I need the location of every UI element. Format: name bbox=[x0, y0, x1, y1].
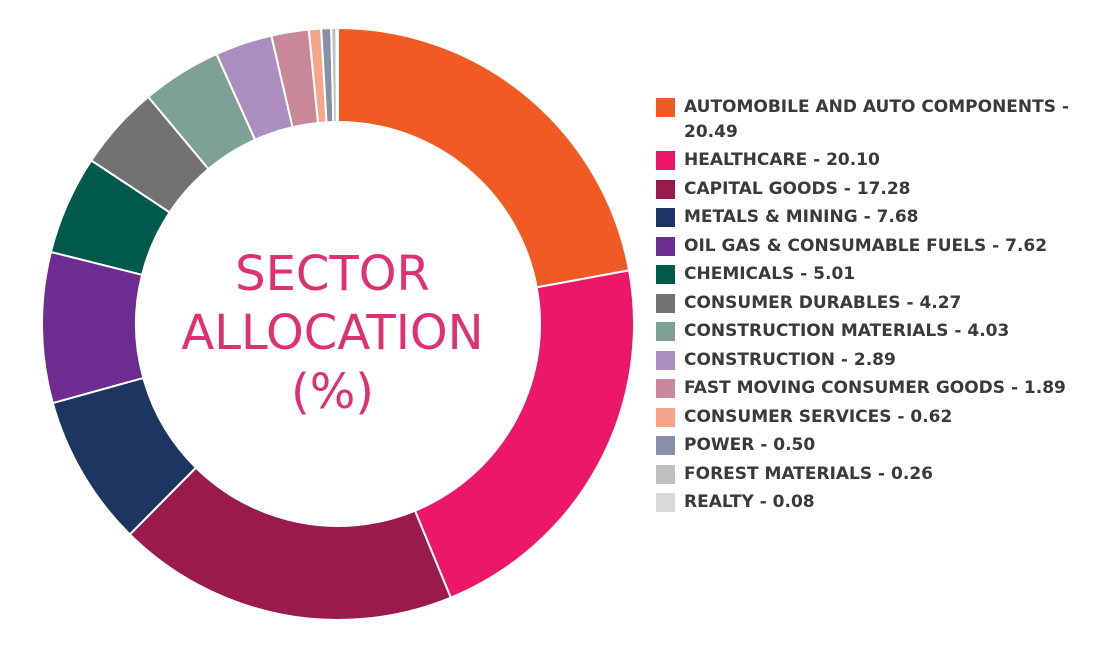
legend-label-7: CONSUMER DURABLES - 4.27 bbox=[684, 292, 962, 313]
legend-item-4: METALS & MINING - 7.68 bbox=[656, 205, 1096, 230]
legend-item-2: HEALTHCARE - 20.10 bbox=[656, 148, 1096, 173]
legend-item-8: CONSTRUCTION MATERIALS - 4.03 bbox=[656, 319, 1096, 344]
legend-swatch-13 bbox=[656, 464, 675, 484]
donut-slice-1 bbox=[337, 26, 631, 289]
legend-label-14: REALTY - 0.08 bbox=[684, 492, 815, 512]
legend-item-10: FAST MOVING CONSUMER GOODS - 1.89 bbox=[656, 376, 1096, 401]
legend-swatch-5 bbox=[656, 236, 675, 256]
legend-label-8: CONSTRUCTION MATERIALS - 4.03 bbox=[684, 321, 1010, 341]
legend-label-13: FOREST MATERIALS - 0.26 bbox=[684, 463, 933, 484]
legend-item-13: FOREST MATERIALS - 0.26 bbox=[656, 462, 1096, 487]
donut-slice-3 bbox=[128, 466, 453, 621]
legend-label-9: CONSTRUCTION - 2.89 bbox=[684, 349, 896, 370]
legend-label-10: FAST MOVING CONSUMER GOODS - 1.89 bbox=[684, 378, 1066, 398]
chart-title-line-1: SECTOR bbox=[235, 246, 430, 302]
chart-title: SECTOR ALLOCATION (%) bbox=[120, 245, 545, 422]
legend-swatch-2 bbox=[656, 151, 675, 170]
legend-item-3: CAPITAL GOODS - 17.28 bbox=[656, 177, 1096, 202]
legend-item-1: AUTOMOBILE AND AUTO COMPONENTS - 20.49 bbox=[656, 95, 1096, 144]
legend-label-6: CHEMICALS - 5.01 bbox=[684, 264, 856, 284]
legend-label-2: HEALTHCARE - 20.10 bbox=[684, 150, 880, 170]
donut-chart: SECTOR ALLOCATION (%) bbox=[41, 26, 635, 621]
legend-swatch-9 bbox=[656, 350, 675, 370]
legend-swatch-6 bbox=[656, 265, 675, 284]
donut-slice-2 bbox=[413, 269, 635, 599]
legend-label-1: AUTOMOBILE AND AUTO COMPONENTS - 20.49 bbox=[684, 97, 1069, 142]
legend-label-5: OIL GAS & CONSUMABLE FUELS - 7.62 bbox=[684, 235, 1048, 256]
legend-item-14: REALTY - 0.08 bbox=[656, 490, 1096, 515]
chart-legend: AUTOMOBILE AND AUTO COMPONENTS - 20.49 HE… bbox=[656, 95, 1096, 519]
legend-item-9: CONSTRUCTION - 2.89 bbox=[656, 348, 1096, 373]
legend-swatch-14 bbox=[656, 493, 675, 512]
legend-item-11: CONSUMER SERVICES - 0.62 bbox=[656, 405, 1096, 430]
legend-label-3: CAPITAL GOODS - 17.28 bbox=[684, 178, 911, 199]
legend-swatch-7 bbox=[656, 293, 675, 313]
legend-item-6: CHEMICALS - 5.01 bbox=[656, 262, 1096, 287]
donut-slice-14 bbox=[335, 26, 339, 124]
legend-swatch-8 bbox=[656, 322, 675, 341]
legend-swatch-10 bbox=[656, 379, 675, 398]
legend-item-7: CONSUMER DURABLES - 4.27 bbox=[656, 291, 1096, 316]
legend-label-4: METALS & MINING - 7.68 bbox=[684, 207, 919, 227]
legend-item-12: POWER - 0.50 bbox=[656, 433, 1096, 458]
legend-label-11: CONSUMER SERVICES - 0.62 bbox=[684, 406, 953, 427]
legend-swatch-3 bbox=[656, 179, 675, 199]
legend-swatch-1 bbox=[656, 98, 675, 117]
legend-swatch-11 bbox=[656, 407, 675, 427]
legend-label-12: POWER - 0.50 bbox=[684, 435, 816, 455]
legend-swatch-4 bbox=[656, 208, 675, 227]
chart-title-line-3: (%) bbox=[290, 364, 375, 420]
donut-svg bbox=[41, 26, 635, 621]
legend-item-5: OIL GAS & CONSUMABLE FUELS - 7.62 bbox=[656, 234, 1096, 259]
chart-title-line-2: ALLOCATION bbox=[181, 305, 484, 361]
legend-swatch-12 bbox=[656, 436, 675, 455]
